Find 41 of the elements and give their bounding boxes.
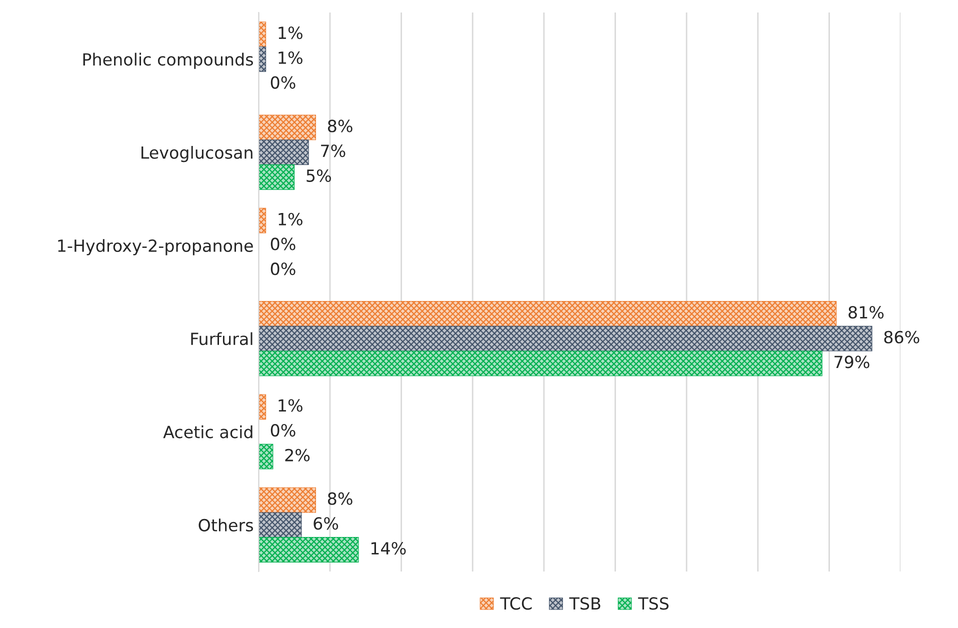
y-tick-label: Levoglucosan bbox=[142, 146, 252, 162]
data-label: 1% bbox=[278, 399, 302, 412]
y-tick-label: 1-Hydroxy-2-propanone bbox=[58, 239, 253, 256]
data-label: 2% bbox=[285, 448, 310, 462]
bar bbox=[258, 164, 295, 190]
data-label: 14% bbox=[371, 542, 406, 555]
bar bbox=[258, 537, 359, 562]
data-label: 0% bbox=[270, 76, 296, 89]
data-label: 0% bbox=[270, 262, 296, 276]
y-tick-label: Acetic acid bbox=[163, 425, 252, 438]
bar bbox=[258, 114, 316, 140]
data-label: 8% bbox=[328, 492, 352, 505]
y-tick-label: Others bbox=[198, 518, 253, 532]
legend-label: TCC bbox=[500, 597, 532, 610]
bar bbox=[258, 350, 822, 376]
bar bbox=[258, 208, 266, 234]
bar bbox=[258, 46, 266, 72]
bar bbox=[258, 487, 316, 513]
y-tick-label: Furfural bbox=[191, 332, 252, 346]
bar bbox=[258, 444, 274, 470]
data-label: 1% bbox=[278, 51, 302, 64]
bar bbox=[258, 394, 266, 420]
legend-label: TSB bbox=[569, 597, 600, 610]
bar bbox=[258, 301, 837, 326]
y-tick-label: Phenolic compounds bbox=[83, 52, 253, 69]
data-label: 8% bbox=[328, 120, 352, 132]
data-label: 1% bbox=[278, 26, 302, 40]
data-label: 86% bbox=[884, 330, 920, 344]
data-label: 0% bbox=[270, 238, 296, 250]
data-label: 7% bbox=[321, 144, 346, 158]
bar bbox=[258, 326, 872, 352]
data-label: 6% bbox=[314, 517, 338, 530]
legend-label: TSS bbox=[638, 597, 669, 610]
bar bbox=[258, 22, 266, 47]
bar bbox=[258, 140, 309, 165]
data-label: 79% bbox=[834, 356, 870, 368]
bar bbox=[258, 512, 302, 538]
data-label: 1% bbox=[278, 212, 302, 226]
data-label: 5% bbox=[306, 169, 331, 182]
data-label: 0% bbox=[270, 424, 296, 437]
data-label: 81% bbox=[848, 306, 884, 319]
